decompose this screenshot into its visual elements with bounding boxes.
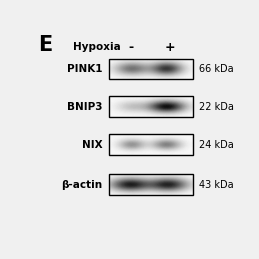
- Text: NIX: NIX: [82, 140, 103, 150]
- Text: E: E: [38, 35, 53, 55]
- Text: BNIP3: BNIP3: [67, 102, 103, 112]
- Bar: [109, 134, 193, 155]
- Text: Hypoxia: Hypoxia: [73, 42, 120, 52]
- Text: 22 kDa: 22 kDa: [199, 102, 234, 112]
- Text: +: +: [165, 41, 176, 54]
- Text: -: -: [129, 41, 134, 54]
- Text: 43 kDa: 43 kDa: [199, 180, 234, 190]
- Bar: [109, 174, 193, 195]
- Text: β-actin: β-actin: [61, 180, 103, 190]
- Bar: [109, 96, 193, 117]
- Bar: [109, 59, 193, 80]
- Text: 66 kDa: 66 kDa: [199, 64, 234, 74]
- Text: 24 kDa: 24 kDa: [199, 140, 234, 150]
- Text: PINK1: PINK1: [67, 64, 103, 74]
